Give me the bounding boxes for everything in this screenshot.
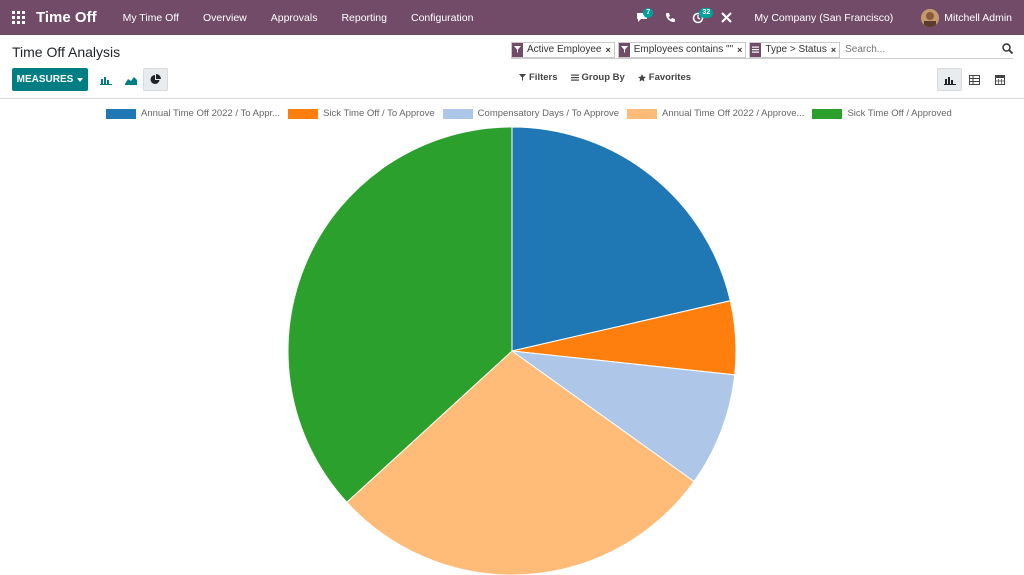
pivot-table-icon — [969, 74, 980, 85]
user-menu[interactable]: Mitchell Admin — [944, 11, 1012, 24]
calendar-icon — [994, 75, 1005, 85]
bar-chart-button[interactable] — [93, 68, 118, 91]
pie-slice[interactable] — [510, 350, 736, 483]
menu-reporting[interactable]: Reporting — [341, 11, 387, 24]
facet-label: Active Employee — [527, 44, 602, 55]
group-by-icon — [750, 42, 762, 57]
legend-label: Compensatory Days / To Approve — [477, 108, 620, 119]
systray: 7 32 My Company (San Francisco) Mitchell… — [628, 0, 1024, 35]
debug-tools-icon[interactable] — [712, 0, 740, 35]
calendar-view-button[interactable] — [987, 68, 1012, 91]
legend-swatch — [442, 108, 473, 119]
chart-legend: Annual Time Off 2022 / To Appr... Sick Ti… — [106, 108, 960, 119]
facet-remove-icon[interactable]: × — [830, 44, 837, 55]
control-panel: Time Off Analysis MEASURES Active Employ… — [0, 35, 1024, 99]
page-title: Time Off Analysis — [12, 44, 121, 60]
measures-button[interactable]: MEASURES — [12, 68, 88, 91]
activities-icon[interactable]: 32 — [684, 0, 714, 35]
facet-label: Employees contains "" — [633, 44, 734, 55]
favorites-dropdown[interactable]: Favorites — [637, 72, 692, 83]
filters-dropdown[interactable]: Filters — [519, 72, 558, 83]
messages-icon[interactable]: 7 — [628, 0, 656, 35]
caret-down-icon — [77, 77, 84, 82]
menu-my-time-off[interactable]: My Time Off — [122, 11, 179, 24]
search-icon[interactable] — [1002, 43, 1014, 57]
favorites-label: Favorites — [648, 72, 692, 83]
filter-icon — [512, 42, 523, 57]
area-chart-icon — [124, 76, 137, 85]
legend-swatch — [812, 108, 843, 119]
menu-configuration[interactable]: Configuration — [410, 11, 474, 24]
search-options: Filters Group By Favorites — [519, 72, 691, 83]
legend-item[interactable]: Sick Time Off / Approved — [812, 108, 952, 119]
groupby-dropdown[interactable]: Group By — [570, 72, 625, 83]
pie-chart-icon — [150, 74, 161, 84]
company-switcher[interactable]: My Company (San Francisco) — [754, 11, 894, 24]
facet-label: Type > Status — [765, 44, 827, 55]
legend-item[interactable]: Compensatory Days / To Approve — [442, 108, 620, 119]
measures-label: MEASURES — [16, 74, 74, 85]
legend-label: Sick Time Off / To Approve — [323, 108, 435, 119]
top-navbar: Time Off My Time Off Overview Approvals … — [0, 0, 1024, 35]
legend-swatch — [106, 108, 136, 119]
legend-swatch — [627, 108, 658, 119]
legend-item[interactable]: Sick Time Off / To Approve — [288, 108, 435, 119]
facet-employees: Employees contains "" × — [617, 41, 747, 58]
groupby-label: Group By — [581, 72, 625, 83]
legend-swatch — [288, 108, 319, 119]
graph-view-icon — [943, 76, 956, 85]
graph-view: Annual Time Off 2022 / To Appr... Sick Ti… — [0, 100, 1024, 575]
legend-item[interactable]: Annual Time Off 2022 / Approve... — [627, 108, 804, 119]
filter-icon — [618, 42, 630, 57]
search-input[interactable] — [845, 44, 1006, 55]
legend-label: Sick Time Off / Approved — [847, 108, 952, 119]
user-avatar[interactable] — [921, 8, 940, 27]
phone-icon[interactable] — [656, 0, 684, 35]
facet-active-employee: Active Employee × — [511, 41, 615, 58]
pie-chart-button[interactable] — [143, 68, 168, 91]
bar-chart-icon — [99, 76, 112, 85]
legend-label: Annual Time Off 2022 / To Appr... — [141, 108, 281, 119]
view-switcher — [937, 68, 1012, 91]
pie-slice[interactable] — [511, 126, 731, 352]
facet-groupby-type-status: Type > Status × — [749, 41, 841, 58]
facet-remove-icon[interactable]: × — [605, 44, 611, 55]
pie-chart — [287, 126, 737, 575]
graph-view-button[interactable] — [937, 68, 962, 91]
apps-menu-icon[interactable] — [0, 0, 36, 35]
app-name[interactable]: Time Off — [36, 9, 97, 26]
facet-remove-icon[interactable]: × — [737, 44, 743, 55]
messages-badge: 7 — [643, 8, 654, 18]
search-bar: Active Employee × Employees contains "" … — [511, 41, 1014, 59]
activities-badge: 32 — [699, 8, 714, 18]
legend-label: Annual Time Off 2022 / Approve... — [662, 108, 805, 119]
pie-slice[interactable] — [287, 126, 513, 503]
filters-label: Filters — [529, 72, 558, 83]
star-icon — [637, 73, 646, 82]
pivot-view-button[interactable] — [962, 68, 987, 91]
line-chart-button[interactable] — [118, 68, 143, 91]
filter-icon — [519, 74, 526, 81]
group-by-icon — [570, 74, 579, 81]
legend-item[interactable]: Annual Time Off 2022 / To Appr... — [106, 108, 280, 119]
menu-overview[interactable]: Overview — [202, 11, 247, 24]
menu-approvals[interactable]: Approvals — [270, 11, 318, 24]
